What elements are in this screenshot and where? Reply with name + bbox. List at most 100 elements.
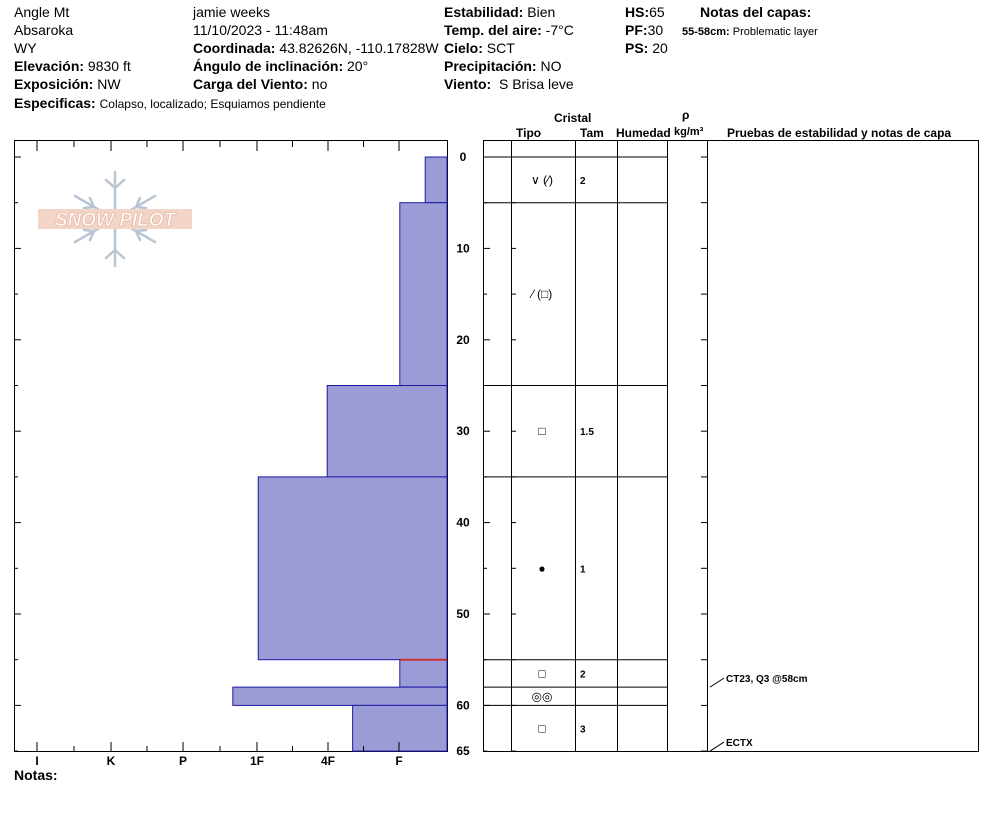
ps-label: PS: xyxy=(625,40,649,56)
test-label-1: ECTX xyxy=(726,738,753,749)
hs-label: HS: xyxy=(625,4,650,20)
depth-tick-label-7: 65 xyxy=(456,744,470,758)
hardness-tick-label-2: P xyxy=(179,754,187,768)
aspect-value: NW xyxy=(97,76,121,92)
crystal-rows: ∨ (⁄) 2 ⁄ (□) □ 1.5 ● 1 □ 2 ◎◎ □ 3 xyxy=(484,156,667,735)
grain-type-4: □ xyxy=(538,666,545,680)
rho-header: ρ xyxy=(682,108,690,122)
hardness-bar-1 xyxy=(399,202,448,386)
hs-value: 65 xyxy=(649,4,665,20)
density-header: kg/m³ xyxy=(674,126,704,138)
test-leader-1 xyxy=(709,741,725,752)
test-label-0: CT23, Q3 @58cm xyxy=(726,674,808,685)
hs: HS:65 xyxy=(625,4,665,20)
hardness-tick-label-1: K xyxy=(107,754,116,768)
specifics: Especificas: Colapso, localizado; Esquia… xyxy=(14,95,326,112)
crystal-table-ticks xyxy=(484,156,707,752)
depth-axis: 0 10 20 30 40 50 60 65 xyxy=(15,150,470,758)
pf: PF:30 xyxy=(625,22,663,38)
hardness-panel xyxy=(14,140,448,752)
pf-label: PF: xyxy=(625,22,648,38)
depth-tick-label-5: 50 xyxy=(456,607,470,621)
type-header: Tipo xyxy=(516,126,542,140)
specifics-value: Colapso, localizado; Esquiamos pendiente xyxy=(99,97,326,111)
datetime: 11/10/2023 - 11:48am xyxy=(193,22,328,38)
location: Angle Mt xyxy=(14,4,70,20)
hardness-axis: I K P 1F 4F F xyxy=(35,141,403,768)
hardness-bar-4 xyxy=(399,659,448,688)
wind-load-value: no xyxy=(311,76,328,92)
depth-tick-label-3: 30 xyxy=(456,424,470,438)
hardness-bar-2 xyxy=(326,385,448,478)
slope-label: Ángulo de inclinación: xyxy=(193,58,344,74)
sky-label: Cielo: xyxy=(444,40,483,56)
sky-value: SCT xyxy=(486,40,515,56)
tests-panel xyxy=(707,140,979,752)
hardness-bar-0 xyxy=(424,156,448,204)
elevation-value: 9830 ft xyxy=(87,58,131,74)
grain-size-3: 1 xyxy=(580,564,586,575)
air-temp: Temp. del aire: -7°C xyxy=(444,22,574,38)
wind-load-label: Carga del Viento: xyxy=(193,76,308,92)
ps: PS: 20 xyxy=(625,40,668,56)
depth-tick-label-1: 10 xyxy=(456,241,470,255)
range: Absaroka xyxy=(14,22,74,38)
grain-type-3: ● xyxy=(538,561,545,575)
hardness-layers xyxy=(232,156,448,752)
layer-notes-label: Notas del capas: xyxy=(700,4,812,20)
stability-label: Estabilidad: xyxy=(444,4,524,20)
slope-value: 20° xyxy=(347,58,369,74)
elevation: Elevación: 9830 ft xyxy=(14,58,131,74)
coord-label: Coordinada: xyxy=(193,40,276,56)
grain-size-6: 3 xyxy=(580,724,586,735)
hardness-tick-label-0: I xyxy=(35,754,38,768)
air-temp-value: -7°C xyxy=(545,22,574,38)
crystal-header: Cristal xyxy=(554,111,592,125)
size-header: Tam xyxy=(580,126,604,140)
depth-tick-label-0: 0 xyxy=(460,150,467,164)
wind-value: S Brisa leve xyxy=(498,76,574,92)
observer: jamie weeks xyxy=(193,4,271,20)
slope-angle: Ángulo de inclinación: 20° xyxy=(193,58,368,74)
moisture-header: Humedad xyxy=(616,126,671,140)
stability-value: Bien xyxy=(527,4,556,20)
precipitation: Precipitación: NO xyxy=(444,58,561,74)
stability-tests: CT23, Q3 @58cm ECTX xyxy=(709,674,808,752)
grain-type-0: ∨ (⁄) xyxy=(531,173,553,187)
elevation-label: Elevación: xyxy=(14,58,85,74)
coordinates: Coordinada: 43.82626N, -110.17828W xyxy=(193,40,439,56)
layer-notes-depth: 55-58cm: xyxy=(682,26,730,38)
hardness-bar-6 xyxy=(352,704,448,752)
pf-value: 30 xyxy=(647,22,664,38)
grain-type-2: □ xyxy=(538,424,545,438)
precip-value: NO xyxy=(540,58,562,74)
depth-tick-label-6: 60 xyxy=(456,698,470,712)
logo-text: SNOW PILOT xyxy=(55,210,177,231)
state: WY xyxy=(14,40,37,56)
grain-size-2: 1.5 xyxy=(580,427,594,438)
grain-size-4: 2 xyxy=(580,669,586,680)
notes-label: Notas: xyxy=(14,767,58,783)
wind: Viento: S Brisa leve xyxy=(444,76,574,92)
ps-value: 20 xyxy=(652,40,668,56)
aspect-label: Exposición: xyxy=(14,76,94,92)
grain-type-1: ⁄ (□) xyxy=(529,287,553,301)
depth-tick-label-2: 20 xyxy=(456,333,470,347)
aspect: Exposición: NW xyxy=(14,76,121,92)
hardness-bar-5 xyxy=(232,686,448,706)
grain-size-0: 2 xyxy=(580,176,586,187)
hardness-tick-label-3: 1F xyxy=(250,754,264,768)
wind-load: Carga del Viento: no xyxy=(193,76,327,92)
test-leader-0 xyxy=(709,677,725,688)
specifics-label: Especificas: xyxy=(14,95,96,111)
hardness-tick-label-5: F xyxy=(395,754,402,768)
coord-value: 43.82626N, -110.17828W xyxy=(279,40,439,56)
grain-type-6: □ xyxy=(538,721,545,735)
sky: Cielo: SCT xyxy=(444,40,515,56)
layer-notes: 55-58cm: Problematic layer xyxy=(682,24,818,40)
tests-header: Pruebas de estabilidad y notas de capa xyxy=(727,126,952,140)
depth-tick-label-4: 40 xyxy=(456,516,470,530)
grain-type-5: ◎◎ xyxy=(532,689,553,703)
wind-label: Viento: xyxy=(444,76,492,92)
